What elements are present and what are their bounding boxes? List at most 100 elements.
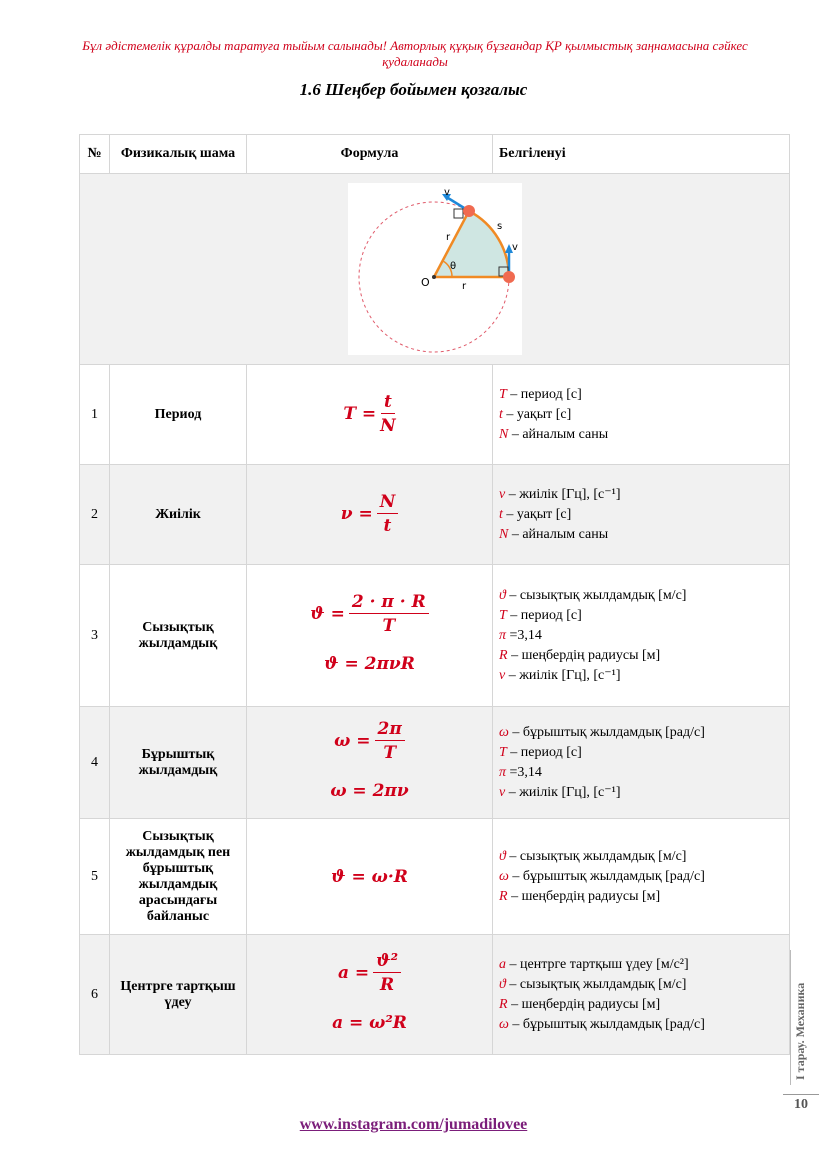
chapter-label-text: I тарау. Механика bbox=[793, 982, 807, 1080]
notation-symbol: ν bbox=[499, 667, 506, 683]
formula: ϑ = 2πνR bbox=[253, 648, 486, 680]
fraction: ϑ² R bbox=[373, 950, 402, 997]
notation-text: – айналым саны bbox=[508, 426, 609, 442]
row-number: 6 bbox=[79, 934, 110, 1055]
quantity-name: Жиілік bbox=[109, 464, 247, 565]
formula: ϑ = ω·R bbox=[253, 861, 486, 893]
notation-text: – период [с] bbox=[506, 607, 582, 623]
header-number: № bbox=[79, 134, 110, 174]
quantity-name: Бұрыштық жылдамдық bbox=[109, 706, 247, 819]
notation-text: – жиілік [Гц], [с⁻¹] bbox=[505, 667, 621, 683]
notation-text: – бұрыштық жылдамдық [рад/с] bbox=[508, 868, 705, 884]
notation-item: ω – бұрыштық жылдамдық [рад/с] bbox=[499, 1015, 783, 1035]
formula-cell: ω = 2π T ω = 2πν bbox=[246, 706, 493, 819]
notation-cell: ω – бұрыштық жылдамдық [рад/с] T – период… bbox=[492, 706, 790, 819]
row-number: 5 bbox=[79, 818, 110, 935]
header-notation: Белгіленуі bbox=[492, 134, 790, 174]
notation-item: a – центрге тартқыш үдеу [м/с²] bbox=[499, 955, 783, 975]
formula-lhs: a bbox=[337, 963, 349, 983]
quantity-name: Сызықтық жылдамдық bbox=[109, 564, 247, 707]
notation-text: – уақыт [с] bbox=[502, 506, 572, 522]
numerator: t bbox=[380, 391, 395, 414]
notation-cell: T – период [с] t – уақыт [с] N – айналым с… bbox=[492, 364, 790, 465]
notation-symbol: R bbox=[499, 996, 508, 1012]
quantity-name: Центрге тартқыш үдеу bbox=[109, 934, 247, 1055]
table-row: 1 Период T = t N T – период [с] t – уақыт [с] N… bbox=[79, 364, 790, 465]
formula: ω = 2πν bbox=[253, 775, 486, 807]
section-title: 1.6 Шеңбер бойымен қозғалыс bbox=[299, 80, 528, 99]
fraction: 2π T bbox=[374, 718, 405, 765]
notation-text: – жиілік [Гц], [с⁻¹] bbox=[505, 784, 621, 800]
quantity-name: Сызықтық жылдамдық пен бұрыштық жылдамды… bbox=[109, 818, 247, 935]
notation-item: T – период [с] bbox=[499, 606, 783, 626]
notation-cell: a – центрге тартқыш үдеу [м/с²] ϑ – сызық… bbox=[492, 934, 790, 1055]
formula-table: № Физикалық шама Формула Белгіленуі v v bbox=[79, 134, 790, 1055]
formula: T = t N bbox=[343, 391, 396, 438]
formula-cell: T = t N bbox=[246, 364, 493, 465]
notation-item: N – айналым саны bbox=[499, 425, 783, 445]
notation-text: =3,14 bbox=[506, 764, 542, 780]
formula-text: ϑ = ω·R bbox=[331, 866, 408, 887]
table-row: 6 Центрге тартқыш үдеу a = ϑ² R a = ω²R a – це… bbox=[79, 934, 790, 1055]
table-header-row: № Физикалық шама Формула Белгіленуі bbox=[79, 134, 790, 174]
notation-text: – центрге тартқыш үдеу [м/с²] bbox=[506, 956, 689, 972]
footer: www.instagram.com/jumadilovee bbox=[0, 1116, 827, 1134]
notation-symbol: t bbox=[499, 406, 503, 422]
formula-cell: ϑ = ω·R bbox=[246, 818, 493, 935]
instagram-link[interactable]: www.instagram.com/jumadilovee bbox=[299, 1116, 528, 1133]
table-row: 5 Сызықтық жылдамдық пен бұрыштық жылдамд… bbox=[79, 818, 790, 935]
notation-item: π =3,14 bbox=[499, 626, 783, 646]
formula-lhs: ω bbox=[334, 731, 351, 751]
notation-item: R – шеңбердің радиусы [м] bbox=[499, 646, 783, 666]
denominator: R bbox=[380, 975, 395, 995]
header-formula: Формула bbox=[246, 134, 493, 174]
r-label-slant: r bbox=[446, 232, 451, 243]
notation-item: π =3,14 bbox=[499, 763, 783, 783]
notation-item: ω – бұрыштық жылдамдық [рад/с] bbox=[499, 867, 783, 887]
notation-text: – бұрыштық жылдамдық [рад/с] bbox=[508, 724, 705, 740]
notation-symbol: π bbox=[499, 627, 507, 643]
numerator: 2π bbox=[374, 718, 405, 741]
notation-text: – жиілік [Гц], [с⁻¹] bbox=[505, 486, 621, 502]
denominator: T bbox=[383, 743, 396, 763]
notation-cell: ν – жиілік [Гц], [с⁻¹] t – уақыт [с] N – а… bbox=[492, 464, 790, 565]
notation-cell: ϑ – сызықтық жылдамдық [м/с] T – период [… bbox=[492, 564, 790, 707]
notation-item: ν – жиілік [Гц], [с⁻¹] bbox=[499, 666, 783, 686]
chapter-side-label: I тарау. Механика bbox=[790, 950, 811, 1085]
notation-symbol: N bbox=[499, 526, 509, 542]
denominator: N bbox=[380, 416, 396, 436]
notation-symbol: ϑ bbox=[499, 587, 506, 603]
notation-symbol: a bbox=[499, 956, 506, 972]
numerator: 2 · π · R bbox=[348, 591, 429, 614]
notation-symbol: π bbox=[499, 764, 507, 780]
notation-text: – шеңбердің радиусы [м] bbox=[507, 996, 661, 1012]
notation-symbol: ω bbox=[499, 1016, 509, 1032]
row-number: 1 bbox=[79, 364, 110, 465]
notation-symbol: ϑ bbox=[499, 976, 506, 992]
notation-text: – бұрыштық жылдамдық [рад/с] bbox=[508, 1016, 705, 1032]
numerator: ϑ² bbox=[373, 950, 402, 973]
notation-item: N – айналым саны bbox=[499, 525, 783, 545]
row-number: 4 bbox=[79, 706, 110, 819]
notation-symbol: T bbox=[499, 607, 507, 623]
notation-item: T – период [с] bbox=[499, 743, 783, 763]
notation-text: – шеңбердің радиусы [м] bbox=[507, 888, 661, 904]
notation-symbol: N bbox=[499, 426, 509, 442]
notation-text: – айналым саны bbox=[508, 526, 609, 542]
notation-item: ν – жиілік [Гц], [с⁻¹] bbox=[499, 783, 783, 803]
notation-symbol: t bbox=[499, 506, 503, 522]
notation-symbol: ω bbox=[499, 724, 509, 740]
theta-label: θ bbox=[450, 261, 456, 272]
formula: a = ϑ² R bbox=[253, 950, 486, 997]
notation-text: – период [с] bbox=[506, 744, 582, 760]
notation-symbol: T bbox=[499, 744, 507, 760]
copyright-notice: Бұл әдістемелік құралды таратуға тыйым с… bbox=[82, 38, 748, 69]
notation-symbol: ν bbox=[499, 784, 506, 800]
formula-text: ϑ = 2πνR bbox=[324, 654, 415, 674]
denominator: T bbox=[382, 616, 396, 636]
